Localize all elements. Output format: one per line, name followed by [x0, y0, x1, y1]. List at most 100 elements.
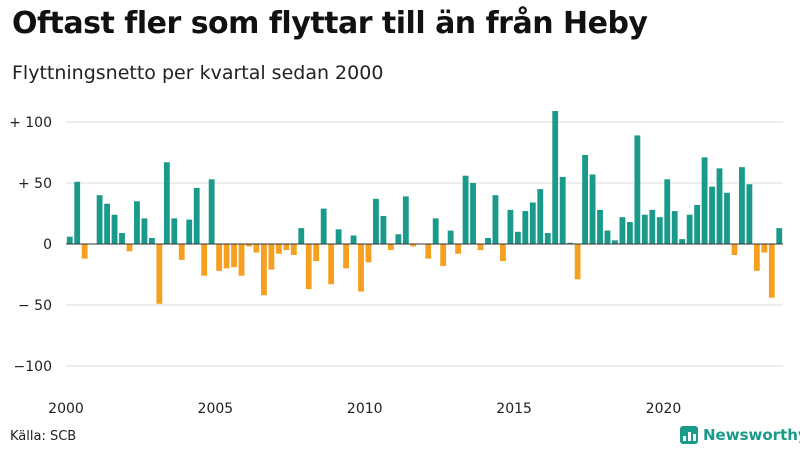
bar [589, 174, 596, 244]
bar [186, 219, 193, 244]
y-tick-label: − 50 [18, 298, 52, 314]
bar [365, 244, 372, 263]
bar [313, 244, 320, 262]
newsworthy-logo: Newsworthy [680, 426, 800, 444]
bar [320, 208, 327, 244]
bar [163, 162, 170, 244]
bar [746, 184, 753, 244]
x-tick-label: 2015 [496, 401, 532, 417]
bar [626, 222, 633, 244]
bar [305, 244, 312, 290]
bar [731, 244, 738, 255]
bar [343, 244, 349, 269]
bar [81, 244, 88, 259]
bar [298, 228, 305, 244]
bar [597, 209, 603, 244]
bar [753, 244, 760, 271]
bar [126, 244, 133, 252]
bar [664, 179, 671, 244]
bar [716, 168, 723, 244]
y-tick-label: −100 [14, 359, 52, 375]
bar [612, 240, 618, 244]
bar [208, 179, 215, 244]
bar [679, 239, 686, 244]
bar [671, 211, 678, 244]
bar [500, 244, 506, 262]
bar [395, 234, 402, 244]
bar [402, 196, 409, 244]
bar [216, 244, 223, 271]
bar [410, 244, 417, 247]
bar [485, 237, 491, 244]
bar [111, 214, 118, 244]
bar [328, 244, 335, 285]
bar [380, 215, 387, 244]
bar [96, 195, 103, 244]
bar [724, 192, 730, 244]
bar [156, 244, 163, 304]
bar [358, 244, 364, 292]
bar [283, 244, 290, 251]
bar [290, 244, 297, 255]
x-tick-label: 2020 [646, 401, 682, 417]
bar [335, 229, 342, 244]
bar [141, 218, 148, 244]
bar [148, 237, 155, 244]
bar [768, 244, 775, 298]
bar [134, 201, 140, 244]
bar [739, 167, 745, 244]
bar [582, 154, 588, 244]
bar [776, 228, 783, 244]
bar [761, 244, 768, 253]
bar [238, 244, 245, 276]
bar [119, 233, 125, 244]
bar [440, 244, 447, 266]
bar [492, 195, 499, 244]
bar [634, 135, 641, 244]
bar [246, 244, 252, 247]
bar [223, 244, 230, 269]
bar [462, 175, 469, 244]
bar [529, 202, 536, 244]
x-tick-label: 2005 [198, 401, 234, 417]
net-migration-bar-chart: + 100 + 50 0 − 50 −100 2000 2005 2010 2015 2020 [9, 111, 783, 417]
bar [686, 214, 693, 244]
bar [231, 244, 237, 268]
bar-chart-logo-icon [680, 426, 698, 444]
y-tick-label: + 50 [18, 176, 52, 192]
bar [514, 231, 521, 244]
bar [656, 217, 663, 244]
bar [522, 211, 529, 244]
x-tick-label: 2010 [347, 401, 383, 417]
bar [709, 186, 715, 244]
bar [455, 244, 462, 254]
y-tick-label: + 100 [9, 115, 52, 131]
bar [261, 244, 267, 296]
brand-name: Newsworthy [703, 426, 800, 444]
bar [275, 244, 282, 254]
bar [178, 244, 185, 260]
bar [373, 198, 379, 244]
bar [268, 244, 275, 270]
bar [387, 244, 394, 251]
bar [537, 189, 544, 244]
y-tick-label: 0 [43, 237, 52, 253]
bar [641, 214, 648, 244]
bar [201, 244, 208, 276]
bar [171, 218, 178, 244]
source-note: Källa: SCB [10, 429, 77, 444]
x-tick-label: 2000 [48, 401, 84, 417]
bar [447, 230, 454, 244]
bar [425, 244, 432, 259]
bar [104, 203, 110, 244]
bar [477, 244, 484, 251]
chart-subtitle: Flyttningsnetto per kvartal sedan 2000 [12, 62, 384, 84]
bar [432, 218, 439, 244]
bar [66, 236, 73, 244]
bar [559, 176, 566, 244]
bar [74, 181, 81, 244]
bar [604, 230, 611, 244]
bar [253, 244, 260, 253]
bar [544, 233, 551, 244]
bar [567, 242, 574, 244]
